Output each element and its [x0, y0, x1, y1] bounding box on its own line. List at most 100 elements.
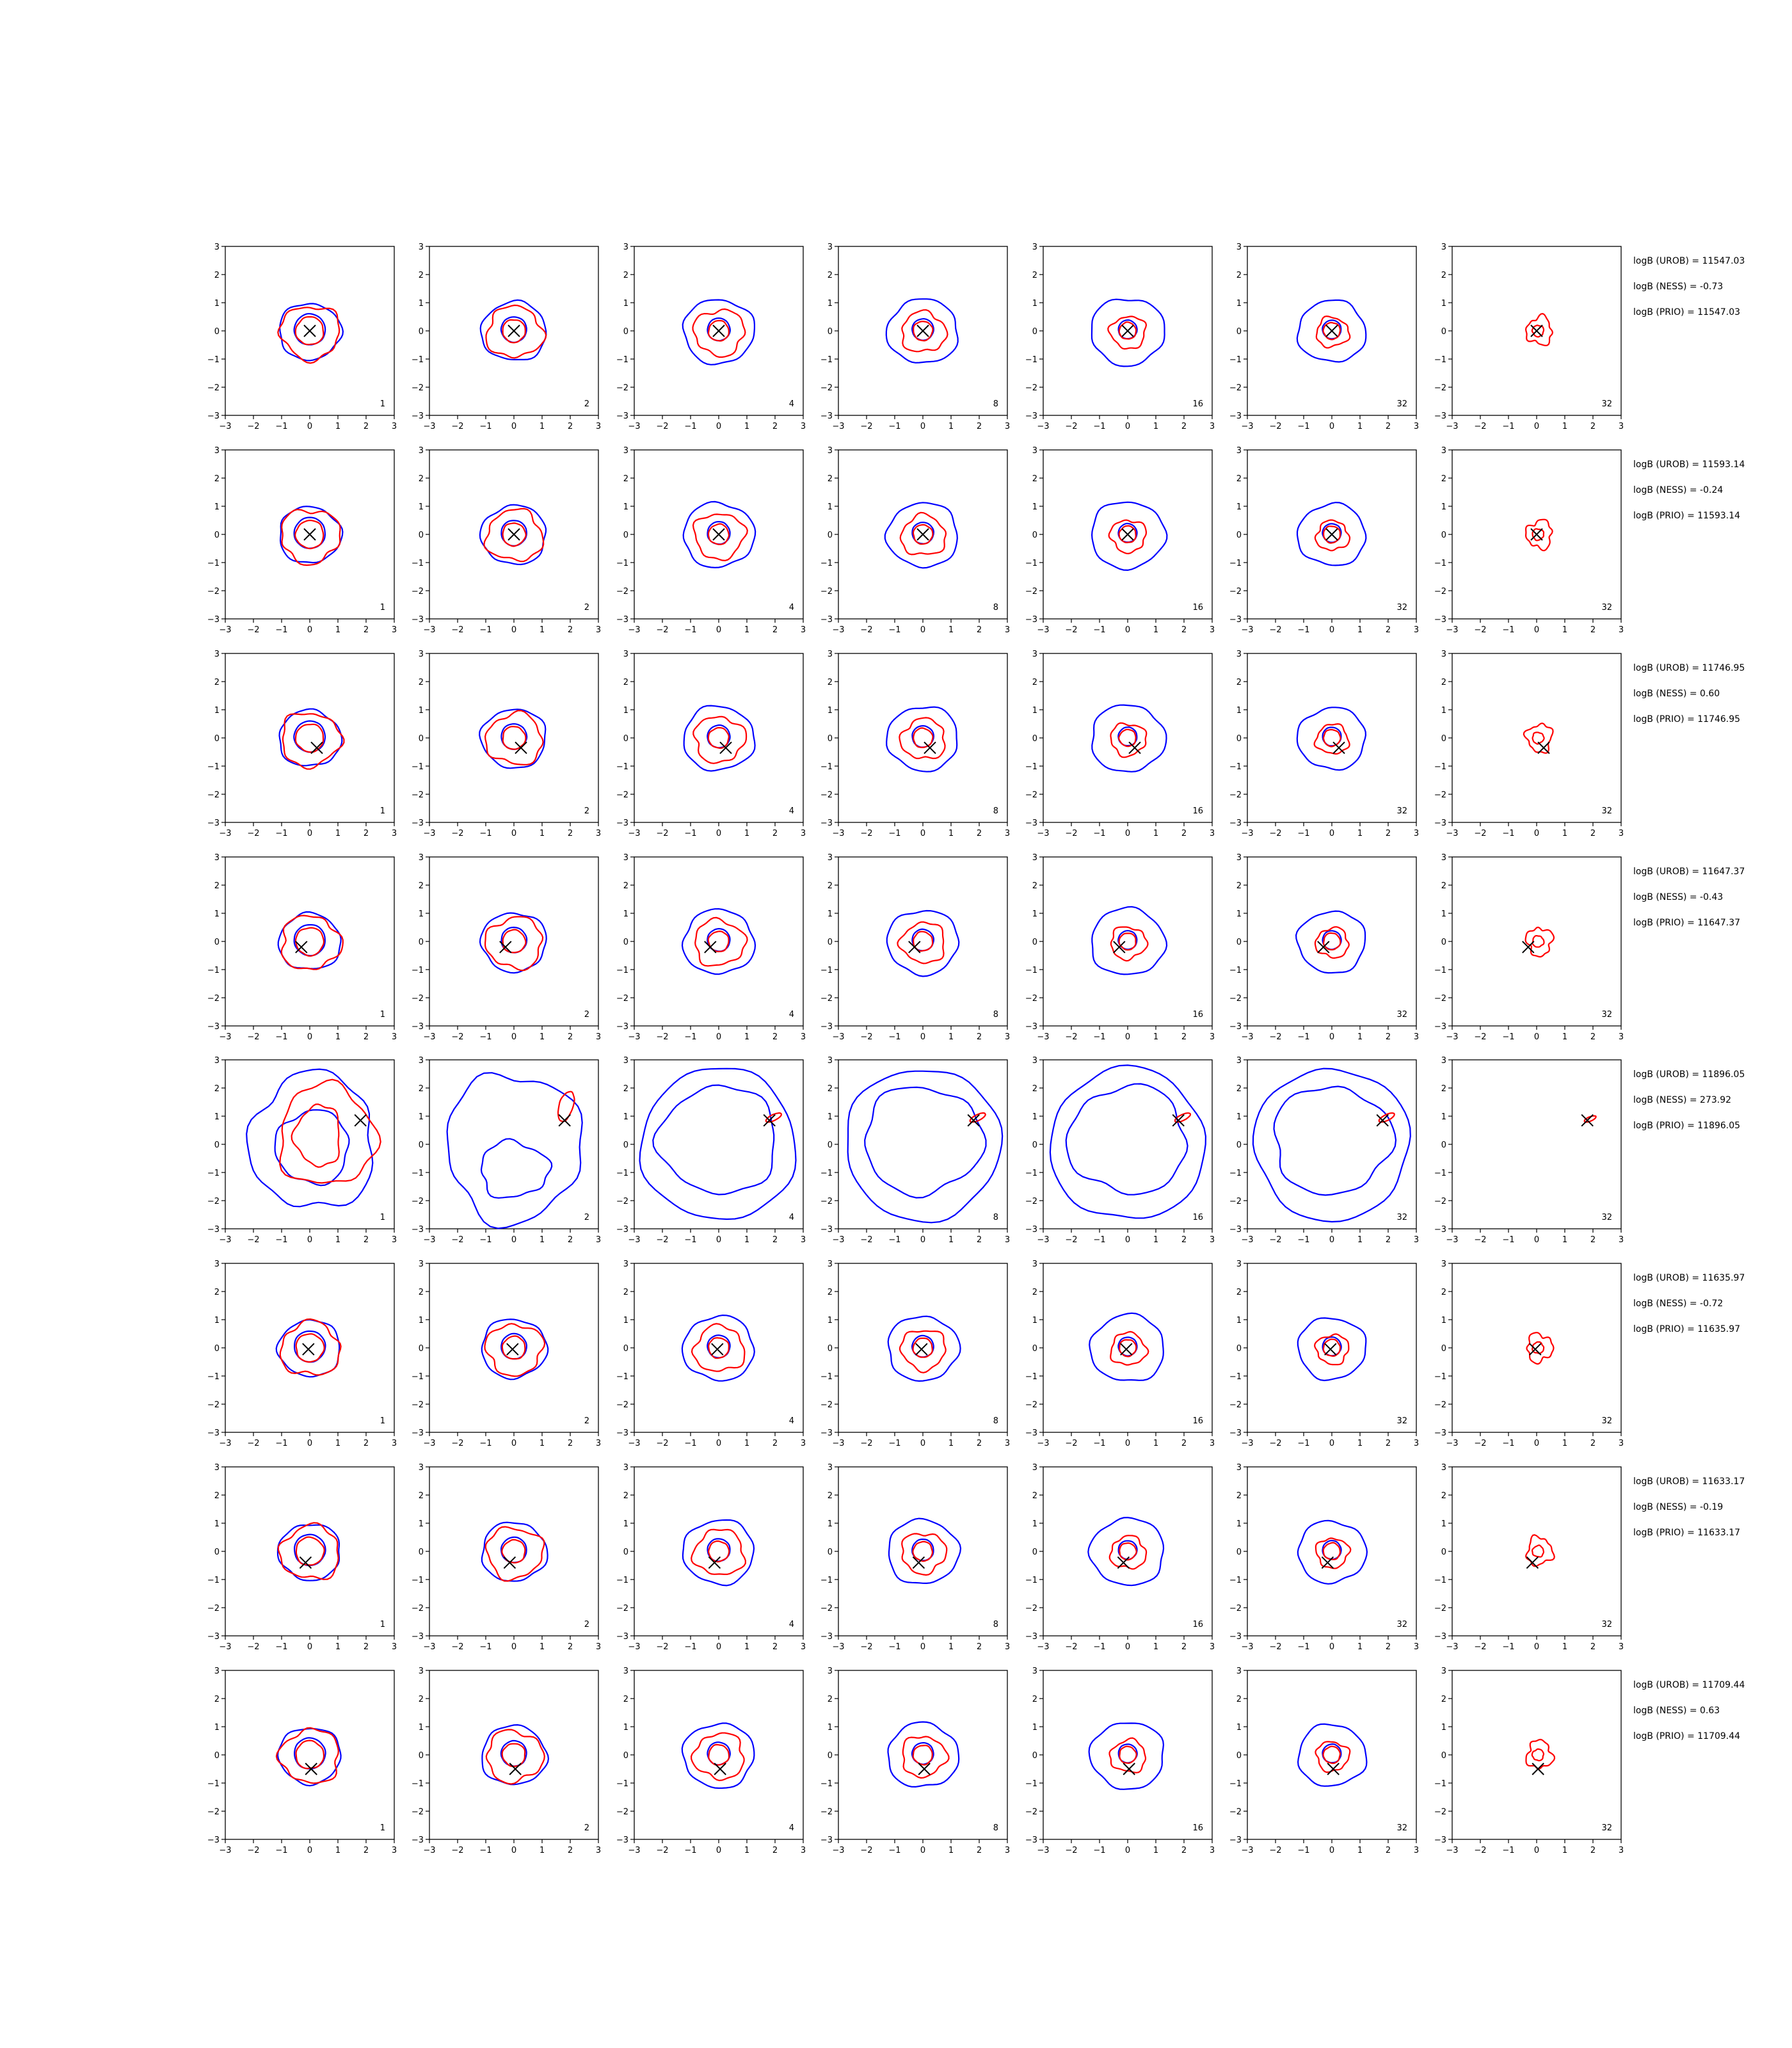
- true-value-marker: [916, 324, 929, 337]
- blue-contour-outer: [1252, 1068, 1411, 1223]
- x-tick-label: −2: [860, 829, 872, 838]
- x-tick-label: −3: [1241, 1439, 1253, 1448]
- y-tick-label: −2: [1434, 790, 1446, 800]
- axes-frame: [838, 1059, 1008, 1229]
- y-tick-label: 2: [623, 1288, 628, 1297]
- true-value-marker: [305, 1763, 317, 1775]
- panel-r2-c4: −3−3 −2 −2 −1 −1 0 0 1 1 2 2 3 3 8: [820, 446, 1010, 635]
- x-tick-label: 1: [335, 1032, 340, 1042]
- red-contour-inner: [502, 522, 527, 547]
- x-tick-label: −3: [1037, 1439, 1049, 1448]
- y-tick-label: −2: [412, 790, 424, 800]
- blue-contour-inner: [1273, 1085, 1397, 1196]
- x-tick-label: 2: [772, 1642, 778, 1652]
- blue-contour-outer: [681, 908, 756, 975]
- x-tick-label: −2: [451, 422, 463, 431]
- y-tick-label: 3: [419, 1056, 424, 1066]
- panel-corner-label: 32: [1396, 399, 1407, 409]
- x-tick-label: 0: [716, 1032, 721, 1042]
- x-tick-label: −1: [1502, 1032, 1514, 1042]
- red-contour-outer: [1315, 315, 1351, 349]
- x-tick-label: 0: [511, 1846, 516, 1855]
- x-tick-label: 3: [801, 1032, 806, 1042]
- red-contour-inner: [501, 1539, 526, 1564]
- x-tick-label: 3: [801, 1642, 806, 1652]
- red-contour-inner: [1532, 935, 1545, 948]
- red-contour-outer: [484, 1323, 546, 1377]
- x-tick-label: −2: [656, 1439, 668, 1448]
- y-tick-label: 2: [419, 474, 424, 484]
- logB-annotation: logB (NESS) = -0.72: [1633, 1299, 1723, 1309]
- y-tick-label: −3: [616, 1836, 628, 1845]
- y-tick-label: 0: [623, 531, 628, 540]
- y-tick-label: 2: [214, 1084, 220, 1094]
- panel-r8-c4: −3−3 −2 −2 −1 −1 0 0 1 1 2 2 3 3 8: [820, 1667, 1010, 1855]
- y-tick-label: 1: [1032, 502, 1037, 512]
- x-tick-label: 2: [772, 1439, 778, 1448]
- logB-annotation: logB (PRIO) = 11647.37: [1633, 918, 1740, 928]
- axes-frame: [225, 856, 395, 1027]
- y-tick-label: −1: [1025, 1576, 1037, 1585]
- panel-corner-label: 1: [380, 1620, 385, 1629]
- panel-r1-c1: −3−3 −2 −2 −1 −1 0 0 1 1 2 2 3 3 1: [207, 243, 397, 431]
- x-tick-label: 1: [1357, 1235, 1363, 1245]
- panel-r8-c7: −3−3 −2 −2 −1 −1 0 0 1 1 2 2 3 3 32: [1434, 1667, 1624, 1855]
- x-tick-label: 2: [1590, 422, 1596, 431]
- blue-contour-outer: [1297, 1723, 1368, 1787]
- y-tick-label: −2: [207, 994, 220, 1004]
- red-contour-outer: [1174, 1112, 1192, 1123]
- x-tick-label: −2: [1065, 625, 1077, 635]
- x-tick-label: 0: [1329, 1235, 1334, 1245]
- y-tick-label: 3: [828, 1463, 833, 1473]
- y-tick-label: −1: [616, 355, 628, 365]
- y-tick-label: 1: [214, 706, 220, 716]
- x-tick-label: −3: [1241, 1846, 1253, 1855]
- y-tick-label: 3: [1032, 1260, 1037, 1269]
- x-tick-label: 3: [1619, 829, 1624, 838]
- y-tick-label: 3: [1236, 1667, 1242, 1676]
- true-value-marker: [515, 741, 527, 755]
- x-tick-label: 2: [1386, 829, 1391, 838]
- red-contour-inner: [1118, 321, 1137, 340]
- y-tick-label: −3: [616, 1632, 628, 1642]
- x-tick-label: 1: [1562, 625, 1567, 635]
- x-tick-label: 3: [596, 1846, 601, 1855]
- x-tick-label: 1: [1153, 422, 1158, 431]
- panel-corner-label: 8: [993, 1010, 998, 1020]
- red-contour-outer: [484, 916, 544, 972]
- true-value-marker: [1321, 1556, 1334, 1569]
- x-tick-label: −1: [1297, 1235, 1309, 1245]
- y-tick-label: 0: [828, 938, 833, 947]
- x-tick-label: 1: [1357, 625, 1363, 635]
- x-tick-label: −3: [1446, 625, 1458, 635]
- y-tick-label: 2: [1032, 678, 1037, 687]
- x-tick-label: 2: [977, 1439, 982, 1448]
- x-tick-label: 0: [1534, 422, 1539, 431]
- x-tick-label: −2: [1474, 829, 1486, 838]
- x-tick-label: −2: [1269, 1642, 1281, 1652]
- y-tick-label: 1: [1032, 909, 1037, 919]
- x-tick-label: 0: [716, 1846, 721, 1855]
- y-tick-label: 3: [419, 650, 424, 659]
- panel-corner-label: 32: [1396, 1823, 1407, 1833]
- x-tick-label: −3: [628, 1642, 640, 1652]
- panel-r4-c2: −3−3 −2 −2 −1 −1 0 0 1 1 2 2 3 3 2: [412, 853, 601, 1042]
- y-tick-label: 2: [1032, 881, 1037, 891]
- y-tick-label: 1: [623, 706, 628, 716]
- red-contour-inner: [294, 316, 324, 346]
- y-tick-label: 0: [419, 1140, 424, 1150]
- y-tick-label: 0: [1236, 327, 1242, 337]
- x-tick-label: 3: [1414, 625, 1419, 635]
- red-contour-inner: [1322, 1542, 1341, 1560]
- x-tick-label: 2: [1181, 422, 1187, 431]
- panel-corner-label: 32: [1396, 1416, 1407, 1426]
- axes-frame: [634, 653, 804, 823]
- y-tick-label: 1: [828, 909, 833, 919]
- x-tick-label: −2: [247, 1235, 259, 1245]
- x-tick-label: −1: [479, 625, 492, 635]
- blue-contour-outer: [886, 706, 958, 772]
- x-tick-label: 0: [1329, 1642, 1334, 1652]
- y-tick-label: 3: [1032, 1056, 1037, 1066]
- x-tick-label: −2: [860, 422, 872, 431]
- red-contour-inner: [1531, 1748, 1544, 1762]
